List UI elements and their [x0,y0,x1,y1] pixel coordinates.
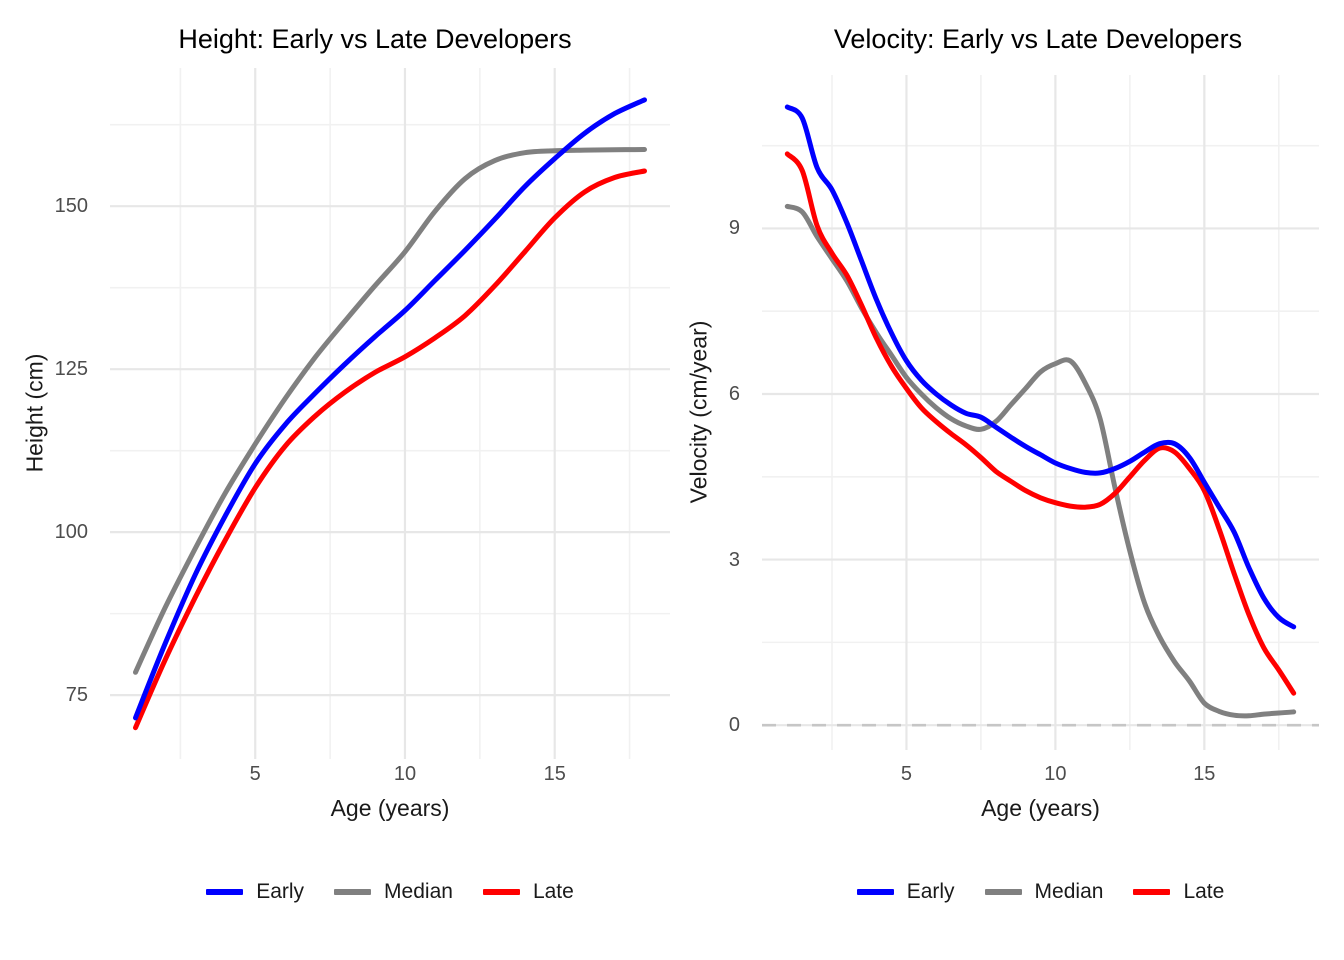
velocity-chart-legend: Early Median Late [762,878,1319,906]
early-line-swatch-icon [856,889,894,895]
late-line-swatch-icon [1133,889,1171,895]
x-tick-label: 5 [900,763,913,785]
legend-label-median: Median [1034,880,1104,903]
late-line-swatch-icon [482,889,520,895]
x-tick-label: 10 [393,763,417,785]
y-tick-label: 9 [728,217,740,240]
legend-item-early: Early [856,880,955,904]
height-x-axis-title: Age (years) [330,795,450,821]
y-tick-label: 150 [54,195,88,218]
y-tick-label: 0 [728,714,740,737]
series-line-late [784,151,1297,696]
y-tick-label: 75 [65,684,88,707]
legend-label-median: Median [384,880,453,903]
height-chart-title: Height: Early vs Late Developers [178,24,572,54]
legend-item-median: Median [984,880,1104,904]
x-tick-label: 5 [249,763,261,785]
early-line-swatch-icon [206,889,244,895]
x-tick-label: 15 [543,763,566,785]
legend-label-late: Late [532,880,574,903]
velocity-chart-title: Velocity: Early vs Late Developers [833,24,1243,54]
series-line-late [133,168,647,731]
legend-item-early: Early [206,880,304,904]
legend-item-median: Median [334,880,453,904]
x-tick-label: 15 [1193,763,1216,785]
legend-item-late: Late [1133,880,1224,904]
series-line-early [784,104,1297,630]
series-line-median [784,203,1297,719]
legend-label-early: Early [906,880,955,903]
velocity-x-axis-title: Age (years) [981,795,1100,821]
y-tick-label: 125 [54,358,88,381]
legend-label-late: Late [1183,880,1225,903]
median-line-swatch-icon [984,889,1022,895]
median-line-swatch-icon [334,889,372,895]
x-tick-label: 10 [1044,763,1067,785]
series-line-median [133,147,647,675]
series-line-early [133,97,647,721]
y-tick-label: 3 [728,548,740,571]
legend-label-early: Early [256,880,305,903]
y-tick-label: 6 [728,383,740,405]
velocity-y-axis-title: Velocity (cm/year) [685,320,712,504]
legend-item-late: Late [482,880,574,904]
height-chart-legend: Early Median Late [110,878,670,906]
y-tick-label: 100 [54,521,88,544]
